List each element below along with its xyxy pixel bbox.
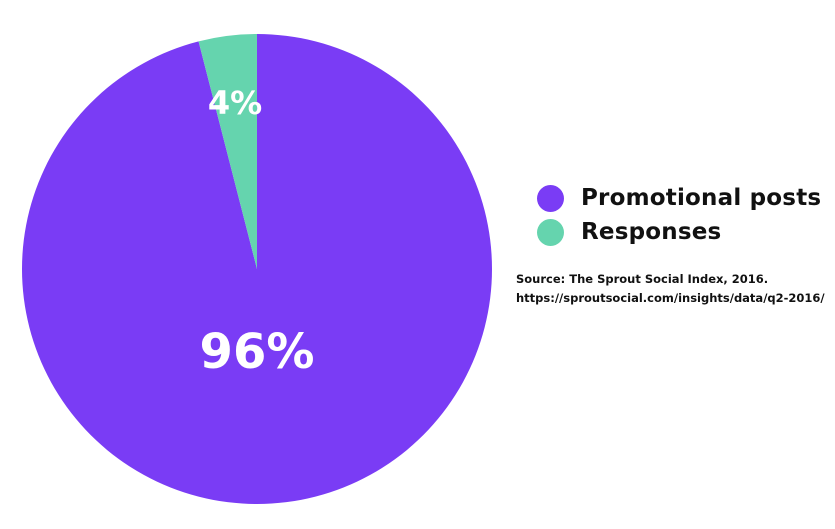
legend-label: Promotional posts (581, 185, 822, 211)
legend-swatch-responses (537, 218, 564, 246)
source-note: Source: The Sprout Social Index, 2016. h… (516, 270, 825, 308)
source-url: https://sproutsocial.com/insights/data/q… (516, 291, 825, 305)
data-label: 96% (200, 324, 315, 380)
data-label: 4% (208, 84, 262, 122)
legend: Promotional posts Responses (537, 181, 821, 249)
legend-label: Responses (581, 219, 722, 245)
legend-item-responses: Responses (537, 215, 821, 249)
source-text: Source: The Sprout Social Index, 2016. (516, 272, 769, 286)
pie-slice-responses (198, 34, 257, 269)
legend-swatch-promotional (537, 184, 564, 212)
legend-item-promotional: Promotional posts (537, 181, 821, 215)
pie-slice-promotional-posts (21, 34, 493, 505)
